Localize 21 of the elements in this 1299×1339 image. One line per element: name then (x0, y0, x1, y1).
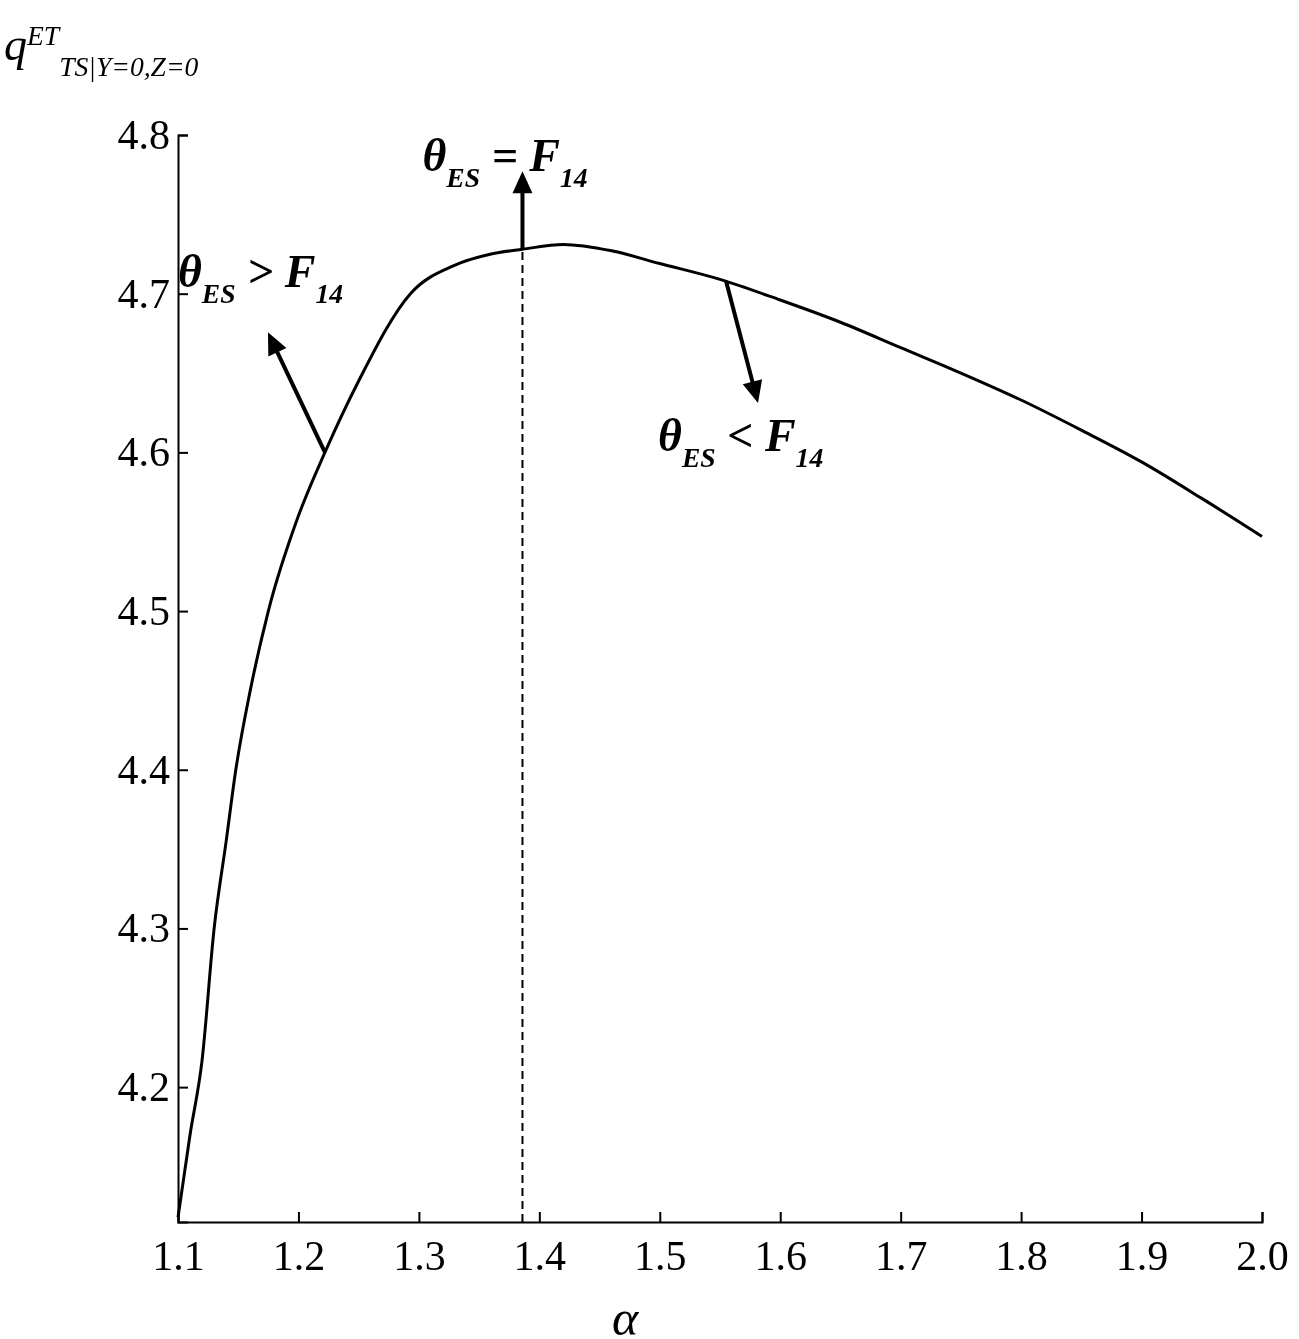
x-tick-label: 1.2 (272, 1232, 326, 1279)
x-tick-label: 1.8 (995, 1232, 1048, 1279)
annotation: θ$_{ES}$ = F$_{14}$ (422, 130, 588, 193)
x-tick-label: 1.7 (874, 1232, 928, 1279)
x-axis-title: α (611, 1290, 640, 1339)
annotation: θ$_{ES}$ < F$_{14}$ (658, 409, 824, 473)
y-tick-label: 4.5 (117, 588, 170, 634)
x-tick-label: 1.3 (393, 1232, 446, 1279)
y-tick-label: 4.2 (117, 1064, 170, 1111)
annotation: θ$_{ES}$ > F$_{14}$ (177, 246, 344, 309)
y-tick-label: 4.3 (117, 905, 170, 952)
x-tick-label: 1.6 (754, 1232, 807, 1279)
x-tick-label: 1.9 (1115, 1232, 1169, 1279)
x-tick-label: 1.1 (152, 1232, 205, 1279)
x-tick-label: 1.5 (634, 1232, 687, 1279)
y-tick-label: 4.8 (117, 111, 170, 158)
x-tick-label: 2.0 (1236, 1232, 1289, 1279)
y-tick-label: 4.7 (117, 270, 170, 317)
y-tick-label: 4.4 (117, 746, 170, 793)
x-tick-label: 1.4 (513, 1232, 567, 1279)
y-tick-label: 4.6 (117, 429, 170, 476)
